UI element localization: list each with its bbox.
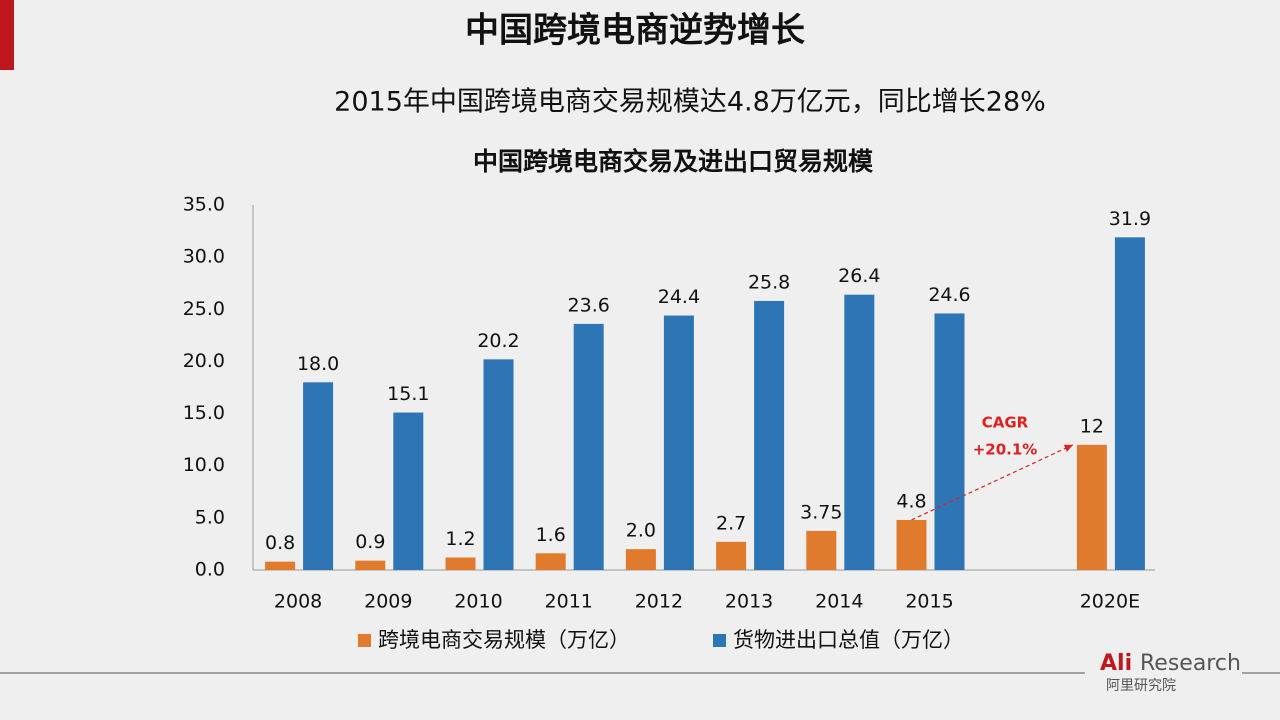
- bar: [445, 557, 476, 570]
- chart-title: 中国跨境电商交易及进出口贸易规模: [473, 147, 874, 176]
- x-tick-label: 2012: [635, 591, 683, 613]
- data-label: 0.9: [355, 531, 385, 553]
- bar: [806, 530, 837, 570]
- y-tick-label: 35.0: [183, 194, 225, 216]
- bar: [716, 541, 747, 570]
- cagr-arrow: [911, 444, 1074, 521]
- data-label: 24.6: [928, 284, 970, 306]
- slide-title: 中国跨境电商逆势增长: [465, 11, 805, 51]
- bar: [663, 315, 694, 570]
- data-label: 24.4: [658, 286, 700, 308]
- annotation: +20.1%: [973, 441, 1038, 459]
- y-tick-label: 25.0: [183, 298, 225, 320]
- bar: [573, 323, 604, 570]
- x-tick-label: 2013: [725, 591, 773, 613]
- x-tick-label: 2011: [545, 591, 593, 613]
- legend-label: 跨境电商交易规模（万亿）: [378, 628, 630, 652]
- data-label: 20.2: [477, 330, 519, 352]
- x-tick-label: 2008: [274, 591, 322, 613]
- bar: [625, 549, 656, 570]
- data-label: 23.6: [568, 294, 610, 316]
- bar: [896, 519, 927, 570]
- data-label: 0.8: [265, 532, 295, 554]
- data-label: 4.8: [896, 490, 926, 512]
- legend-swatch: [358, 634, 371, 647]
- legend-swatch: [713, 634, 726, 647]
- y-tick-label: 20.0: [183, 350, 225, 372]
- bar: [303, 382, 334, 570]
- bar: [265, 561, 296, 570]
- data-label: 2.7: [716, 512, 746, 534]
- data-label: 3.75: [800, 501, 842, 523]
- x-tick-label: 2009: [364, 591, 412, 613]
- legend-label: 货物进出口总值（万亿）: [733, 628, 964, 652]
- logo-brand: Research: [1140, 651, 1241, 676]
- bar: [1114, 237, 1145, 571]
- logo-brand: Ali: [1100, 651, 1132, 676]
- y-tick-label: 10.0: [183, 454, 225, 476]
- bar: [483, 359, 514, 570]
- y-tick-label: 0.0: [195, 559, 225, 581]
- data-label: 26.4: [838, 265, 880, 287]
- logo-cn: 阿里研究院: [1106, 678, 1176, 694]
- x-tick-label: 2014: [815, 591, 863, 613]
- annotation: CAGR: [982, 414, 1029, 432]
- x-tick-label: 2020E: [1080, 591, 1140, 613]
- bar: [393, 412, 424, 570]
- x-tick-label: 2010: [454, 591, 502, 613]
- y-tick-label: 5.0: [195, 506, 225, 528]
- data-label: 1.2: [445, 528, 475, 550]
- bar: [844, 294, 875, 570]
- accent-bar: [0, 0, 14, 70]
- data-label: 1.6: [536, 524, 566, 546]
- bar: [1076, 444, 1107, 570]
- bar: [535, 553, 566, 570]
- bar: [934, 313, 965, 570]
- y-tick-label: 15.0: [183, 402, 225, 424]
- data-label: 25.8: [748, 271, 790, 293]
- bar: [355, 560, 386, 570]
- data-label: 31.9: [1109, 208, 1151, 230]
- x-tick-label: 2015: [905, 591, 953, 613]
- slide-subtitle: 2015年中国跨境电商交易规模达4.8万亿元，同比增长28%: [334, 87, 1046, 118]
- data-label: 2.0: [626, 520, 656, 542]
- data-label: 15.1: [387, 383, 429, 405]
- cagr-arrowhead: [1063, 444, 1073, 452]
- data-label: 18.0: [297, 353, 339, 375]
- y-tick-label: 30.0: [183, 246, 225, 268]
- data-label: 12: [1080, 415, 1104, 437]
- bar: [754, 300, 785, 570]
